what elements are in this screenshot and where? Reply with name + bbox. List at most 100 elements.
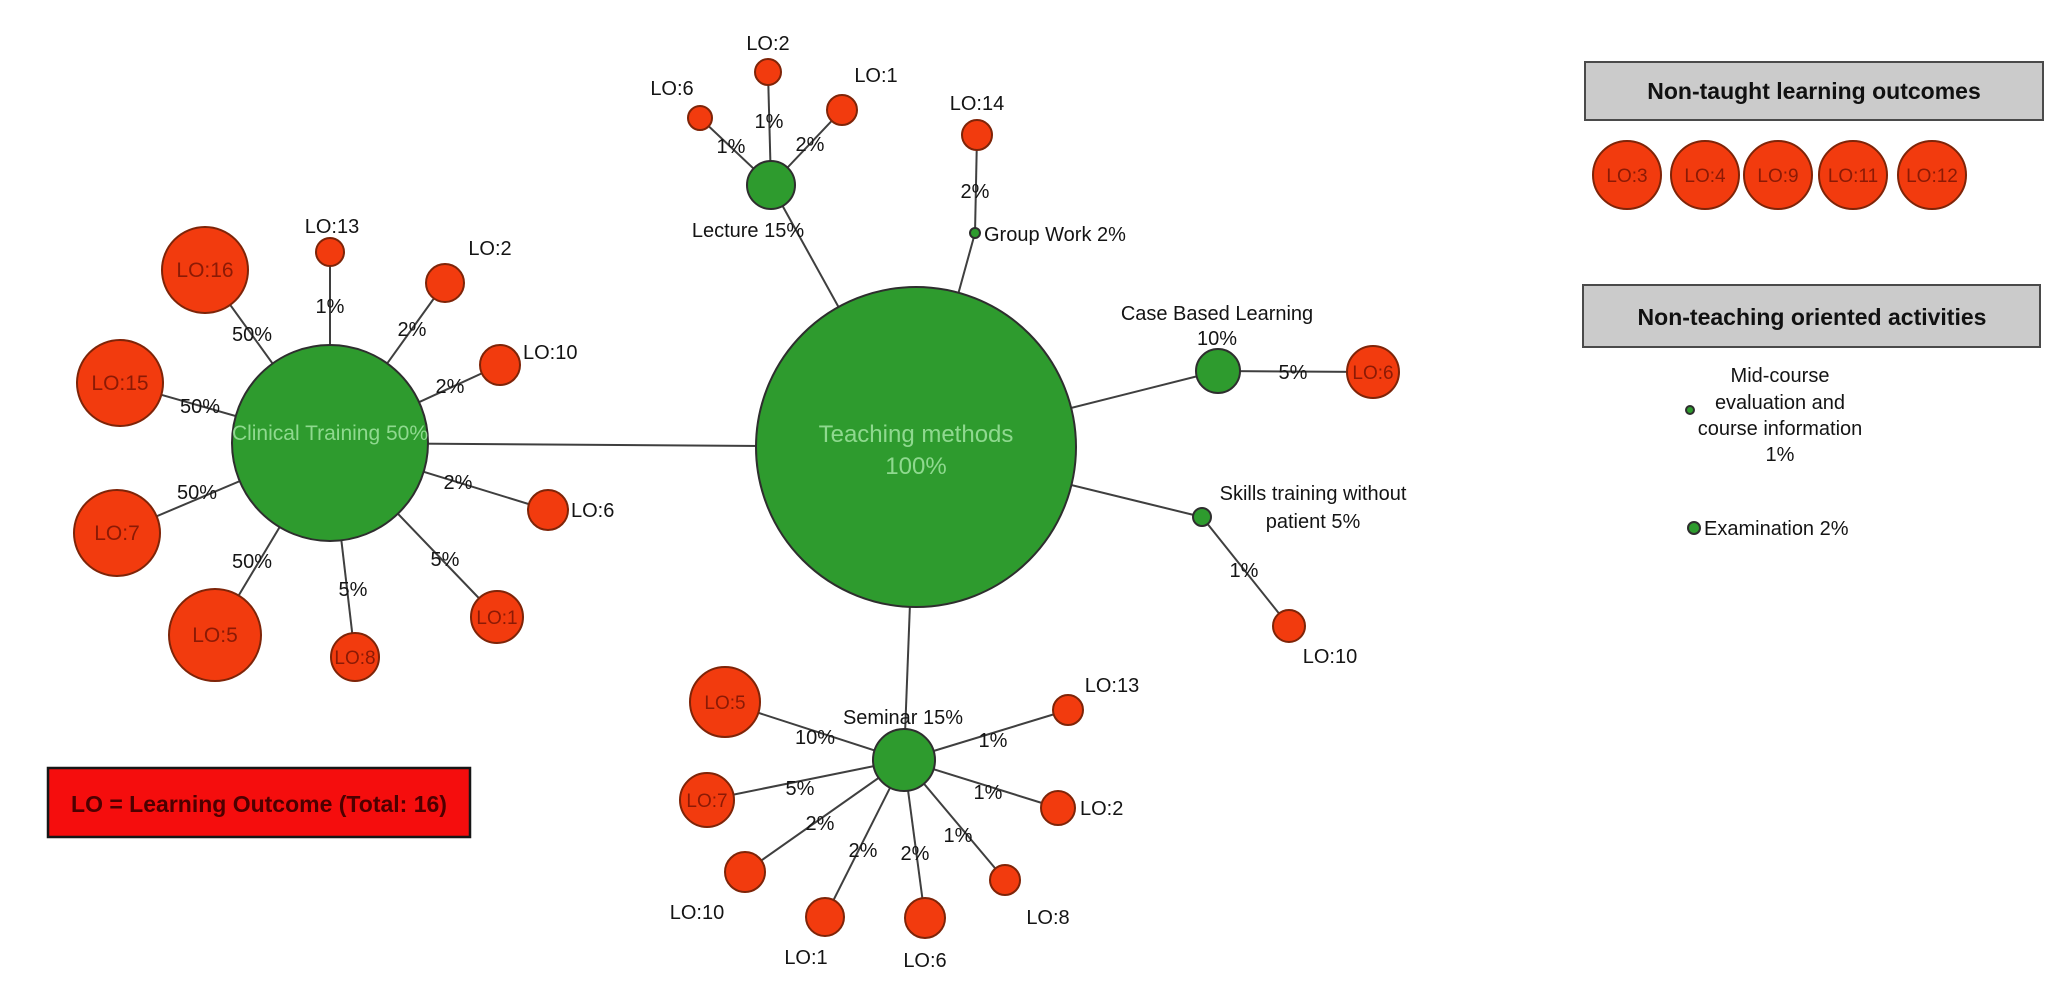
label-lecture-lo1: LO:1 [854,65,897,87]
node-nontaught-lo9 [1743,140,1813,210]
label-clinical-lo15: LO:15 [91,372,148,395]
node-lecture [746,160,796,210]
cluster-clinical-training: Clinical Training 50% LO:16 LO:13 LO:2 L… [73,216,614,682]
label-seminar-lo5: LO:5 [704,693,745,714]
pct-lecture-lo2: 1% [755,111,784,133]
legend: LO = Learning Outcome (Total: 16) [46,766,472,839]
label-clinical-lo8: LO:8 [334,648,375,669]
pct-seminar-lo13: 1% [979,730,1008,752]
pct-casebased-lo6: 5% [1279,362,1308,384]
node-nontaught-lo4 [1670,140,1740,210]
label-seminar-lo6: LO:6 [903,950,946,972]
label-skills-lo10: LO:10 [1303,646,1357,668]
seminar-label: Seminar 15% [843,707,963,729]
label-nontaught-lo3: LO:3 [1606,166,1647,187]
label-seminar-lo13: LO:13 [1085,675,1139,697]
pct-clinical-lo7: 50% [177,482,217,504]
cluster-teaching: Teaching methods 100% [755,286,1077,608]
pct-clinical-lo13: 1% [316,296,345,318]
node-examination-dot [1687,521,1701,535]
pct-seminar-lo10: 2% [806,813,835,835]
examination-label: Examination 2% [1704,518,1849,540]
non-taught-header-title: Non-taught learning outcomes [1647,78,1981,104]
label-seminar-lo2: LO:2 [1080,798,1123,820]
node-seminar-lo5 [689,666,761,738]
pct-seminar-lo2: 1% [974,782,1003,804]
label-lecture-lo6: LO:6 [650,78,693,100]
node-skills-lo10 [1272,609,1306,643]
node-group-work [969,227,981,239]
non-taught-header-box [1584,61,2044,121]
mid-course-label-line1: Mid-course [1731,365,1830,387]
pct-groupwork-lo14: 2% [961,181,990,203]
node-clinical-lo7 [73,489,161,577]
node-mid-course-dot [1685,405,1695,415]
node-nontaught-lo11 [1818,140,1888,210]
label-groupwork-lo14: LO:14 [950,93,1004,115]
node-lecture-lo2 [754,58,782,86]
label-clinical-lo1: LO:1 [476,608,517,629]
node-clinical-lo15 [76,339,164,427]
node-clinical-lo8 [330,632,380,682]
label-clinical-lo7: LO:7 [94,522,140,545]
node-clinical-lo5 [168,588,262,682]
node-seminar-lo1 [805,897,845,937]
pct-clinical-lo2: 2% [398,319,427,341]
node-lecture-lo1 [826,94,858,126]
node-clinical-lo2 [425,263,465,303]
non-teaching-header-title: Non-teaching oriented activities [1638,304,1987,330]
label-clinical-lo13: LO:13 [305,216,359,238]
mid-course-label-line3: course information [1698,418,1863,440]
cluster-group-work: Group Work 2% LO:14 2% [950,93,1126,246]
cluster-skills-training: Skills training without patient 5% LO:10… [1192,483,1407,668]
pct-clinical-lo10: 2% [436,376,465,398]
pct-lecture-lo6: 1% [717,136,746,158]
pct-clinical-lo6: 2% [444,472,473,494]
case-based-learning-label: Case Based Learning [1121,303,1313,325]
skills-training-label-line1: Skills training without [1220,483,1407,505]
legend-box [46,766,472,839]
pct-seminar-lo7: 5% [786,778,815,800]
teaching-methods-label-line2: 100% [885,453,946,480]
node-casebased-lo6 [1346,345,1400,399]
group-work-label: Group Work 2% [984,224,1126,246]
label-clinical-lo6: LO:6 [571,500,614,522]
label-nontaught-lo4: LO:4 [1684,166,1726,187]
node-seminar-lo6 [904,897,946,939]
node-groupwork-lo14 [961,119,993,151]
edge-seminar-lo10 [744,759,905,873]
edge-seminar-lo7 [706,759,905,801]
label-clinical-lo2: LO:2 [468,238,511,260]
node-seminar-lo10 [724,851,766,893]
node-seminar-lo2 [1040,790,1076,826]
pct-clinical-lo15: 50% [180,396,220,418]
non-teaching-header-box [1582,284,2041,348]
label-lecture-lo2: LO:2 [746,33,789,55]
pct-clinical-lo1: 5% [431,549,460,571]
node-seminar-lo13 [1052,694,1084,726]
node-clinical-lo16 [161,226,249,314]
label-clinical-lo16: LO:16 [176,259,233,282]
node-clinical-lo10 [479,344,521,386]
node-nontaught-lo3 [1592,140,1662,210]
pct-skills-lo10: 1% [1230,560,1259,582]
node-clinical-lo13 [315,237,345,267]
label-casebased-lo6: LO:6 [1352,363,1393,384]
node-teaching-methods [755,286,1077,608]
clinical-training-label: Clinical Training 50% [232,422,428,445]
mid-course-label-line2: evaluation and [1715,392,1845,414]
label-seminar-lo1: LO:1 [784,947,827,969]
skills-training-label-line2: patient 5% [1266,511,1361,533]
cluster-seminar: Seminar 15% LO:5 LO:7 LO:10 LO:1 LO:6 LO… [670,666,1139,972]
node-skills-training [1192,507,1212,527]
node-clinical-lo1 [470,590,524,644]
label-clinical-lo5: LO:5 [192,624,238,647]
edge-skills-lo10 [1201,516,1290,627]
pct-seminar-lo8: 1% [944,825,973,847]
teaching-methods-label-line1: Teaching methods [819,421,1014,448]
node-clinical-lo6 [527,489,569,531]
pct-seminar-lo5: 10% [795,727,835,749]
pct-lecture-lo1: 2% [796,134,825,156]
label-nontaught-lo11: LO:11 [1828,166,1878,187]
